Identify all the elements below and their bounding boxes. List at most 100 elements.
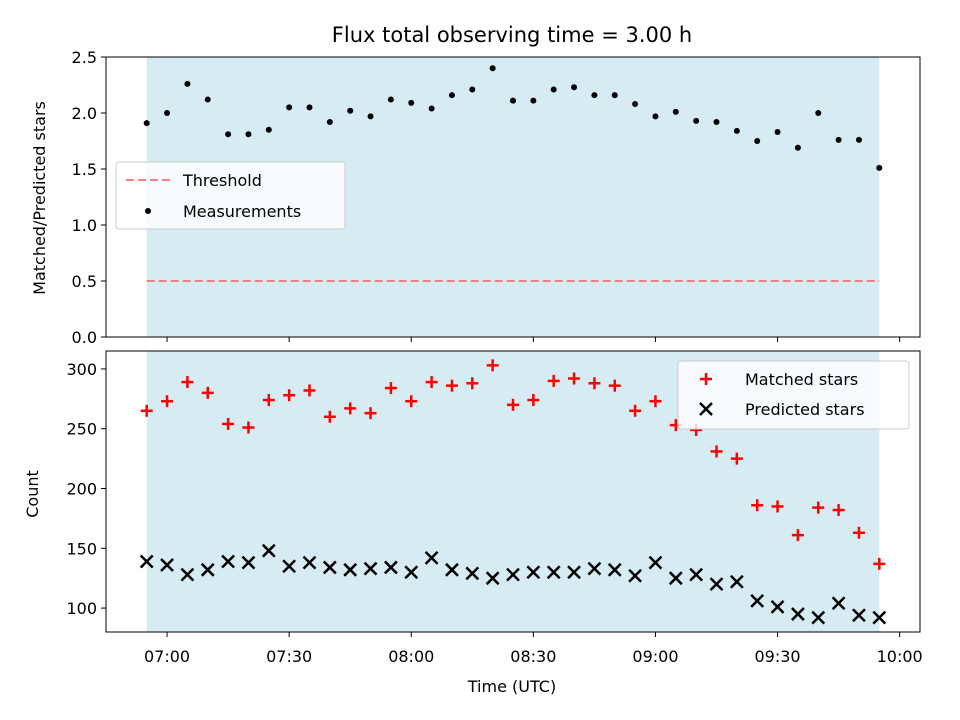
matched-star-marker (852, 526, 865, 539)
count-plot: 100 150 200 250 300 07:00 07:30 08:00 08:30 09:0… (23, 350, 923, 696)
matched-star-marker (710, 445, 723, 458)
predicted-star-marker (404, 565, 419, 580)
count-y-tick-label: 150 (66, 539, 97, 558)
measurement-point (774, 129, 781, 136)
matched-star-marker (283, 389, 296, 402)
count-y-tick-label: 300 (66, 360, 97, 379)
count-y-axis-label: Count (23, 470, 42, 518)
predicted-star-marker (160, 558, 174, 572)
measurement-point (733, 127, 740, 134)
predicted-star-marker (567, 565, 581, 580)
matched-star-marker (201, 386, 214, 399)
predicted-star-marker (139, 554, 154, 569)
measurement-point (510, 97, 516, 104)
predicted-star-marker (729, 574, 744, 589)
predicted-star-marker (465, 566, 480, 581)
count-y-ticks: 100 150 200 250 300 (66, 360, 106, 618)
matched-legend-label: Matched stars (745, 370, 858, 389)
matched-star-marker (873, 557, 886, 570)
measurement-point (672, 108, 679, 115)
measurement-point (347, 107, 354, 114)
matched-star-marker (547, 374, 560, 387)
measurement-point (306, 104, 313, 111)
matched-star-marker (751, 499, 764, 512)
count-legend: Matched stars Predicted stars (677, 360, 910, 430)
predicted-star-marker (363, 561, 378, 576)
matched-star-marker (812, 501, 825, 514)
predicted-star-marker (322, 560, 337, 575)
measurement-point (408, 99, 415, 106)
predicted-star-marker (180, 567, 195, 582)
measurement-point (469, 86, 476, 93)
measurement-point (754, 138, 761, 144)
predicted-star-marker (750, 594, 765, 608)
matched-star-marker (507, 398, 519, 411)
count-x-tick-label: 09:30 (754, 647, 800, 666)
matched-star-marker (791, 529, 804, 542)
predicted-star-marker (546, 565, 561, 580)
ratio-y-tick-label: 1.0 (72, 216, 97, 235)
measurement-point (143, 120, 150, 127)
matched-star-marker (466, 377, 479, 390)
matched-star-marker (832, 504, 845, 517)
matched-star-marker (303, 384, 316, 397)
count-y-tick-label: 200 (66, 480, 97, 499)
ratio-y-tick-label: 1.5 (72, 160, 97, 179)
measurement-point (164, 110, 171, 116)
measurement-point (286, 104, 293, 111)
measurement-point (876, 164, 883, 171)
predicted-star-marker (384, 560, 398, 575)
measurement-point (326, 118, 333, 125)
measurement-points (143, 65, 883, 171)
count-x-tick-label: 08:00 (388, 647, 434, 666)
count-x-tick-label: 07:00 (144, 647, 190, 666)
measurement-point (489, 65, 496, 72)
ratio-x-ticks (166, 337, 901, 342)
measurement-point (571, 84, 578, 91)
predicted-star-marker (282, 559, 297, 574)
ratio-y-tick-label: 0.5 (72, 272, 97, 291)
measurement-point (713, 118, 720, 125)
matched-star-marker (405, 395, 418, 408)
measurement-point (632, 101, 639, 108)
measurement-point (550, 86, 557, 93)
ratio-legend-box (115, 161, 346, 230)
ratio-y-tick-label: 0.0 (72, 328, 97, 347)
matched-star-marker (649, 395, 662, 408)
predicted-star-marker (485, 571, 500, 586)
predicted-star-marker (424, 550, 439, 565)
ratio-plot: 0.0 0.5 1.0 1.5 2.0 2.5 Matched/Predicted sta… (30, 48, 921, 347)
measurement-point (428, 105, 435, 112)
measurements-legend-swatch (145, 208, 151, 214)
predicted-star-marker (668, 571, 683, 586)
matched-star-marker (445, 379, 458, 392)
count-legend-box (677, 360, 910, 430)
measurement-point (387, 96, 394, 103)
measurement-point (815, 110, 822, 116)
predicted-star-markers (139, 543, 887, 625)
matched-star-marker (181, 376, 194, 389)
matched-star-marker (364, 407, 377, 420)
matched-star-marker (730, 452, 743, 465)
predicted-star-marker (709, 577, 724, 592)
predicted-star-marker (872, 610, 887, 625)
predicted-star-marker (302, 555, 317, 570)
count-x-tick-label: 09:00 (632, 647, 678, 666)
x-axis-label: Time (UTC) (467, 677, 556, 696)
count-y-tick-label: 100 (66, 599, 97, 618)
predicted-star-marker (791, 607, 805, 621)
count-x-tick-label: 08:30 (510, 647, 556, 666)
measurement-point (265, 126, 272, 133)
measurements-legend-label: Measurements (183, 202, 301, 221)
count-axes-frame (105, 350, 921, 633)
measurement-point (794, 144, 801, 151)
matched-star-marker (629, 404, 642, 417)
measurement-point (225, 131, 232, 138)
matched-star-markers (140, 359, 886, 570)
count-x-tick-label: 07:30 (266, 647, 312, 666)
predicted-star-marker (261, 543, 276, 558)
predicted-star-marker (628, 568, 642, 583)
predicted-star-marker (648, 555, 663, 570)
predicted-star-marker (607, 562, 622, 577)
predicted-star-marker (506, 567, 520, 582)
